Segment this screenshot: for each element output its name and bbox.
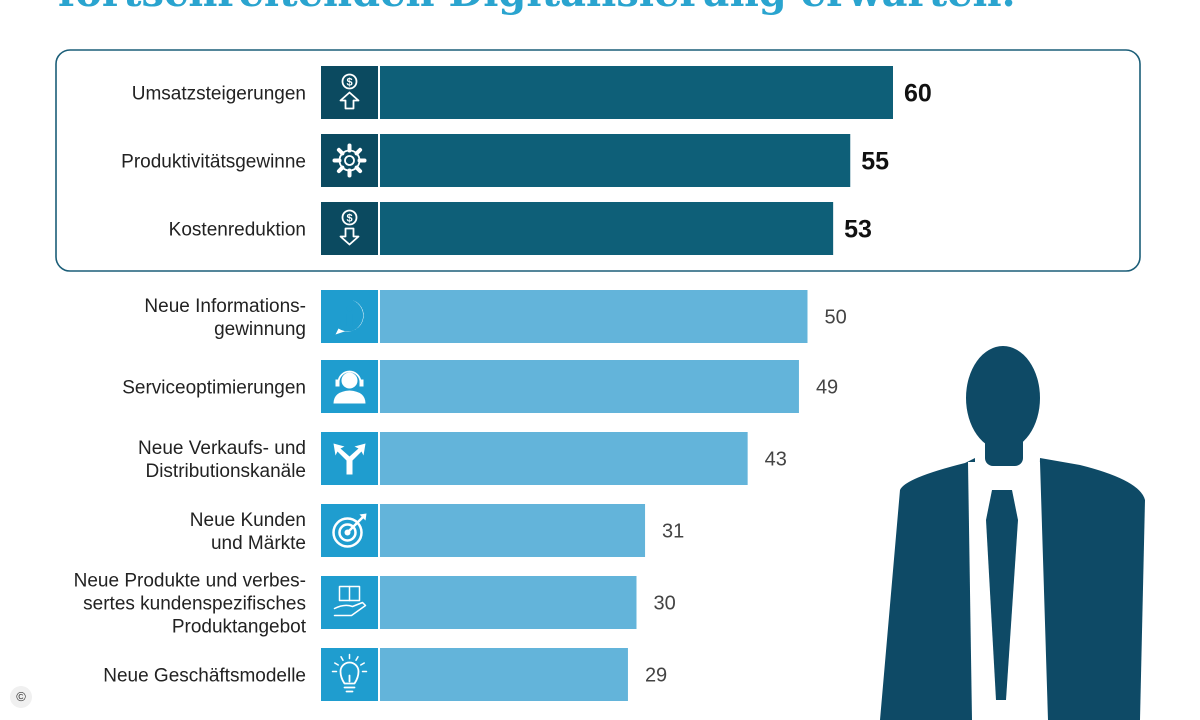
bar-kostenreduktion	[380, 202, 834, 255]
value-label-neue-informations: 50	[825, 307, 847, 329]
icon-box-neue-produkte-und-verbes	[321, 576, 378, 629]
value-label-produktivitätsgewinne: 55	[861, 148, 889, 176]
value-label-serviceoptimierungen: 49	[816, 377, 838, 399]
value-label-neue-kunden: 31	[662, 521, 684, 543]
highlight-frame	[55, 49, 1141, 272]
category-label-umsatzsteigerungen: Umsatzsteigerungen	[132, 84, 306, 105]
value-label-neue-geschäftsmodelle: 29	[645, 665, 667, 687]
chart-title: fortschreitenden Digitalisierung erwarte…	[58, 0, 1016, 16]
target-icon	[332, 513, 367, 548]
bar-serviceoptimierungen	[380, 360, 799, 413]
category-label-neue-kunden: Neue Kunden und Märkte	[190, 510, 306, 554]
value-label-neue-verkaufs-und: 43	[765, 449, 787, 471]
split-arrow-icon	[333, 443, 366, 475]
category-label-kostenreduktion: Kostenreduktion	[169, 220, 306, 241]
bar-neue-kunden	[380, 504, 646, 557]
value-label-kostenreduktion: 53	[844, 216, 872, 244]
hand-book-icon	[333, 585, 367, 617]
category-label-neue-informations: Neue Informations-gewinnung	[144, 296, 306, 340]
bar-neue-geschäftsmodelle	[380, 648, 628, 701]
category-label-serviceoptimierungen: Serviceoptimierungen	[122, 378, 306, 399]
value-label-neue-produkte-und-verbes: 30	[654, 593, 676, 615]
icon-box-produktivitätsgewinne	[321, 134, 378, 187]
bar-produktivitätsgewinne	[380, 134, 851, 187]
bar-neue-informations	[380, 290, 808, 343]
businessman-silhouette	[880, 346, 1145, 720]
copyright-badge: ©	[10, 686, 32, 708]
gear-icon	[332, 143, 367, 178]
headset-icon	[333, 370, 366, 404]
svg-text:$: $	[346, 213, 352, 225]
lightbulb-icon	[331, 653, 368, 693]
dollar-down-icon: $	[339, 209, 360, 246]
category-label-neue-produkte-und-verbes: Neue Produkte und verbes-sertes kundensp…	[74, 571, 307, 638]
value-label-umsatzsteigerungen: 60	[904, 80, 932, 108]
category-label-neue-verkaufs-und: Neue Verkaufs- und Distributionskanäle	[138, 438, 306, 482]
category-label-produktivitätsgewinne: Produktivitätsgewinne	[121, 152, 306, 173]
svg-text:$: $	[346, 77, 352, 89]
category-label-neue-geschäftsmodelle: Neue Geschäftsmodelle	[103, 666, 306, 687]
bar-umsatzsteigerungen	[380, 66, 893, 119]
dollar-up-icon: $	[339, 73, 360, 110]
info-icon	[335, 299, 364, 335]
bar-neue-produkte-und-verbes	[380, 576, 637, 629]
bar-neue-verkaufs-und	[380, 432, 748, 485]
